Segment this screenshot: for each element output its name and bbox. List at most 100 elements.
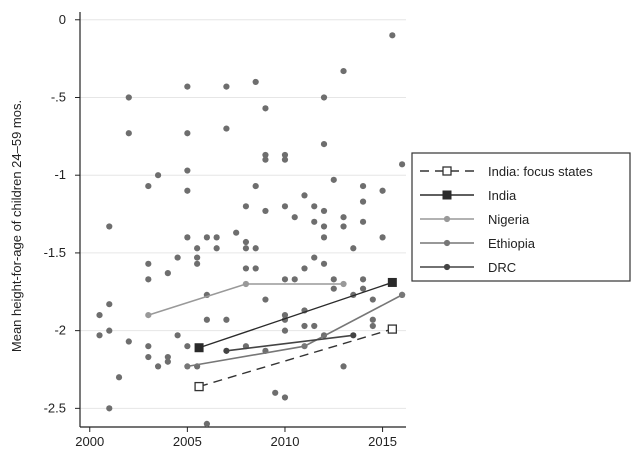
series-point-india-focus-states: [194, 381, 204, 392]
scatter-point: [213, 245, 220, 252]
x-tick-label: 2000: [75, 434, 104, 449]
scatter-point: [281, 394, 289, 401]
scatter-point: [320, 260, 328, 267]
scatter-point: [184, 343, 191, 350]
y-tick-label: -2.5: [44, 400, 66, 415]
legend: India: focus states India Nigeria Ethiopia D…: [411, 152, 631, 282]
y-tick-label: -1.5: [44, 245, 66, 260]
scatter-point: [203, 234, 210, 241]
scatter-point: [145, 343, 152, 350]
series-point-ethiopia: [398, 291, 406, 298]
scatter-point: [223, 316, 230, 323]
scatter-point: [184, 83, 191, 90]
scatter-point: [242, 245, 250, 252]
scatter-point: [252, 78, 259, 86]
series-line-drc: [226, 334, 354, 352]
scatter-point: [340, 363, 347, 370]
scatter-point: [194, 260, 201, 267]
scatter-point: [281, 156, 289, 163]
scatter-point: [184, 234, 191, 241]
scatter-point: [174, 332, 181, 339]
scatter-point: [359, 198, 367, 205]
scatter-point: [262, 156, 269, 163]
x-tick-label: 2005: [173, 434, 202, 449]
scatter-point: [164, 358, 171, 365]
scatter-point: [145, 276, 152, 283]
scatter-point: [359, 285, 367, 292]
legend-marker-drc: [443, 263, 451, 271]
gridlines: [80, 19, 406, 409]
scatter-point: [262, 296, 269, 303]
scatter-point: [184, 130, 191, 137]
scatter-point: [350, 245, 357, 252]
scatter-point: [320, 234, 328, 241]
scatter-point: [281, 203, 289, 210]
series-point-drc: [223, 347, 230, 354]
scatter-point: [145, 182, 152, 190]
legend-label-drc: DRC: [488, 260, 516, 275]
scatter-point: [291, 276, 298, 283]
scatter-point: [369, 296, 376, 303]
scatter-point: [301, 265, 308, 272]
scatter-point: [174, 254, 181, 261]
scatter-point: [311, 322, 318, 330]
scatter-point: [398, 161, 406, 168]
series-point-nigeria: [145, 311, 152, 319]
scatter-point: [96, 332, 103, 339]
scatter-point: [262, 151, 269, 159]
scatter-point: [154, 172, 162, 179]
scatter-point: [125, 338, 132, 345]
y-tick-label: -2: [54, 323, 66, 338]
axes: 0 -.5 -1 -1.5 -2 -2.5 2000 2005 2010 2015: [44, 12, 406, 449]
legend-marker-nigeria: [443, 215, 451, 223]
scatter-point: [242, 265, 250, 272]
scatter-point: [96, 311, 103, 319]
y-axis-label: Mean height-for-age of children 24–59 mo…: [9, 100, 24, 352]
series-point-india: [194, 343, 204, 353]
scatter-point: [106, 223, 113, 230]
scatter-point: [262, 105, 269, 112]
series-line-nigeria: [148, 283, 344, 316]
legend-label-nigeria: Nigeria: [488, 212, 530, 227]
scatter-point: [359, 276, 367, 283]
scatter-point: [203, 316, 210, 323]
scatter-point: [340, 67, 347, 75]
scatter-point: [291, 214, 298, 221]
scatter-point: [379, 234, 386, 241]
y-tick-label: -.5: [51, 89, 66, 104]
scatter-point: [184, 167, 191, 174]
scatter-point: [194, 245, 201, 252]
scatter-point: [164, 353, 171, 361]
scatter-point: [115, 374, 123, 381]
scatter-point: [330, 176, 337, 183]
legend-marker-ethiopia: [443, 239, 451, 247]
scatter-point: [106, 327, 113, 334]
legend-label-india: India: [488, 188, 517, 203]
scatter-point: [330, 285, 337, 292]
scatter-point: [252, 265, 259, 272]
scatter-point: [242, 203, 250, 210]
y-tick-label: -1: [54, 167, 66, 182]
x-tick-label: 2015: [368, 434, 397, 449]
scatter-point: [125, 130, 132, 137]
scatter-point: [311, 254, 318, 261]
series-line-india-focus-states: [198, 328, 393, 388]
legend-marker-india-focus-states: [442, 166, 452, 176]
series-point-nigeria: [242, 280, 250, 288]
scatter-point: [184, 187, 191, 194]
scatter-point: [369, 322, 376, 330]
scatter-point: [164, 270, 171, 277]
scatter-point: [301, 322, 308, 330]
scatter-point: [359, 218, 367, 225]
scatter-point: [320, 141, 328, 148]
scatter-point: [311, 218, 318, 225]
scatter-points: [96, 32, 406, 427]
scatter-point: [145, 260, 152, 267]
scatter-point: [223, 125, 230, 132]
scatter-point: [281, 151, 289, 159]
scatter-point: [301, 192, 308, 199]
scatter-point: [223, 83, 230, 90]
scatter-point: [154, 363, 162, 370]
scatter-point: [252, 182, 259, 190]
scatter-point: [320, 207, 328, 215]
